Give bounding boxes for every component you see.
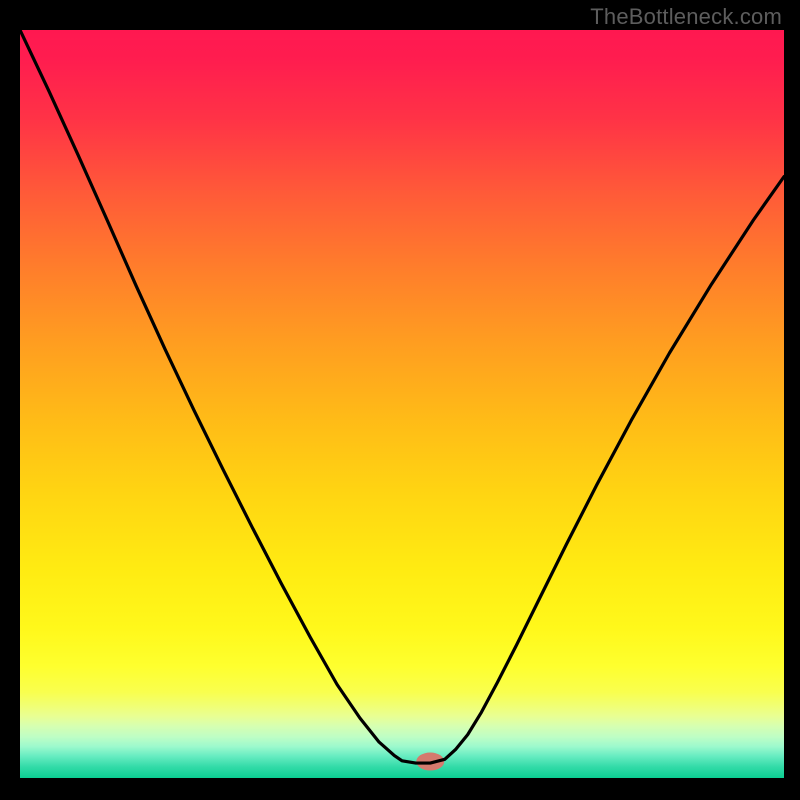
frame-left bbox=[0, 0, 20, 800]
chart-background-gradient bbox=[20, 30, 784, 778]
frame-right bbox=[784, 0, 800, 800]
chart-svg bbox=[20, 30, 784, 778]
chart-plot-area bbox=[20, 30, 784, 778]
frame-bottom bbox=[0, 778, 800, 800]
watermark-text: TheBottleneck.com bbox=[590, 4, 782, 30]
